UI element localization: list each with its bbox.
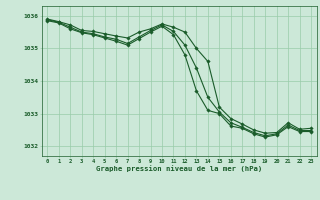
X-axis label: Graphe pression niveau de la mer (hPa): Graphe pression niveau de la mer (hPa) xyxy=(96,165,262,172)
